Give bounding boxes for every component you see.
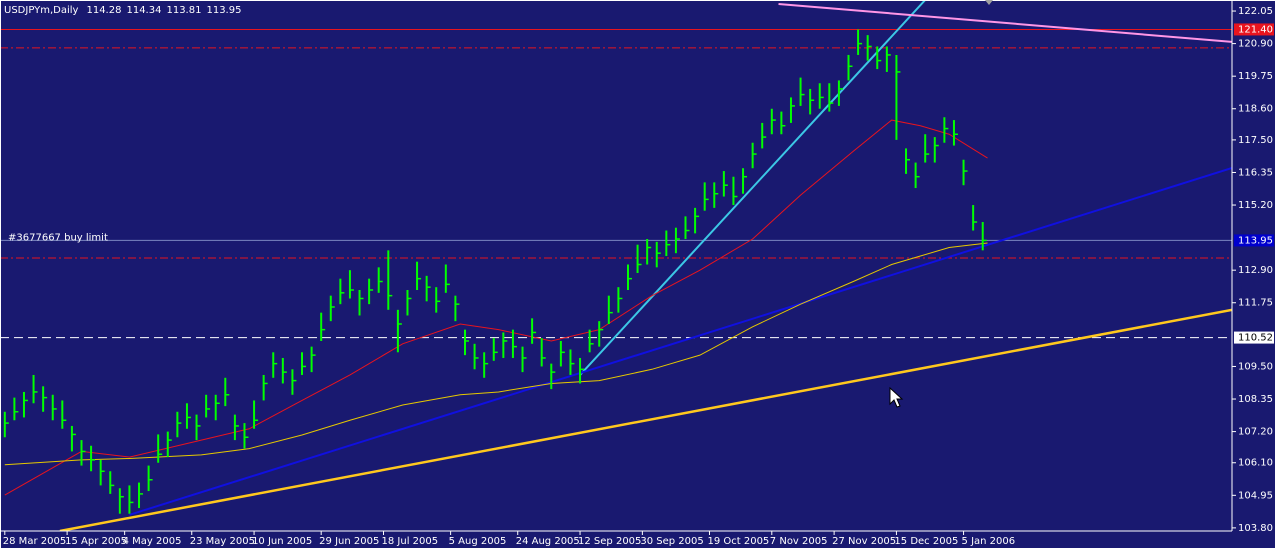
x-tick-label: 15 Apr 2005	[65, 536, 127, 547]
price-tag	[1234, 234, 1274, 247]
y-tick-label: 115.20	[1238, 200, 1273, 211]
trend-line	[59, 308, 1232, 531]
y-tick-label: 108.35	[1238, 394, 1273, 405]
trend-line	[129, 166, 1232, 516]
y-tick-label: 104.95	[1238, 490, 1273, 501]
ohlc-value: 114.28	[86, 5, 121, 16]
y-tick-label: 103.80	[1238, 523, 1273, 534]
y-tick-label: 119.75	[1238, 71, 1273, 82]
shift-marker	[985, 0, 993, 5]
y-tick-label: 106.10	[1238, 458, 1273, 469]
x-tick-label: 19 Oct 2005	[707, 536, 769, 547]
trend-line	[778, 2, 1232, 43]
x-tick-label: 27 Nov 2005	[832, 536, 896, 547]
y-tick-label: 107.20	[1238, 427, 1273, 438]
y-tick-label: 109.50	[1238, 361, 1273, 372]
y-tick-label: 122.05	[1238, 6, 1273, 17]
x-tick-label: 4 May 2005	[123, 536, 182, 547]
x-tick-label: 7 Nov 2005	[770, 536, 828, 547]
x-tick-label: 15 Dec 2005	[894, 536, 958, 547]
price-tag	[1234, 331, 1274, 344]
x-tick-label: 5 Jan 2006	[962, 536, 1016, 547]
ohlc-value: 113.95	[206, 5, 241, 16]
mouse-cursor	[889, 386, 904, 408]
x-tick-label: 23 May 2005	[190, 536, 255, 547]
y-tick-label: 118.60	[1238, 104, 1273, 115]
y-tick-label: 112.90	[1238, 265, 1273, 276]
plot-area	[0, 0, 1232, 531]
ohlc-value: 113.81	[166, 5, 201, 16]
x-tick-label: 28 Mar 2005	[3, 536, 66, 547]
x-tick-label: 5 Aug 2005	[449, 536, 507, 547]
order-label: #3677667 buy limit	[8, 232, 108, 243]
symbol-title: USDJPYm,Daily	[4, 5, 79, 16]
y-tick-label: 120.90	[1238, 39, 1273, 50]
y-tick-label: 116.35	[1238, 167, 1273, 178]
x-tick-label: 18 Jul 2005	[382, 536, 439, 547]
y-tick-label: 111.75	[1238, 298, 1273, 309]
x-tick-label: 12 Sep 2005	[578, 536, 641, 547]
x-tick-label: 30 Sep 2005	[640, 536, 703, 547]
moving-average	[4, 119, 988, 496]
price-tag-label: 110.52	[1238, 333, 1273, 344]
y-tick-label: 117.50	[1238, 135, 1273, 146]
ohlc-value: 114.34	[126, 5, 161, 16]
x-tick-label: 29 Jun 2005	[319, 536, 379, 547]
x-tick-label: 10 Jun 2005	[252, 536, 312, 547]
x-tick-label: 24 Aug 2005	[516, 536, 580, 547]
trend-line	[579, 0, 926, 376]
price-tag-label: 121.40	[1238, 24, 1273, 35]
price-tag	[1234, 23, 1274, 36]
price-tag-label: 113.95	[1238, 235, 1273, 246]
